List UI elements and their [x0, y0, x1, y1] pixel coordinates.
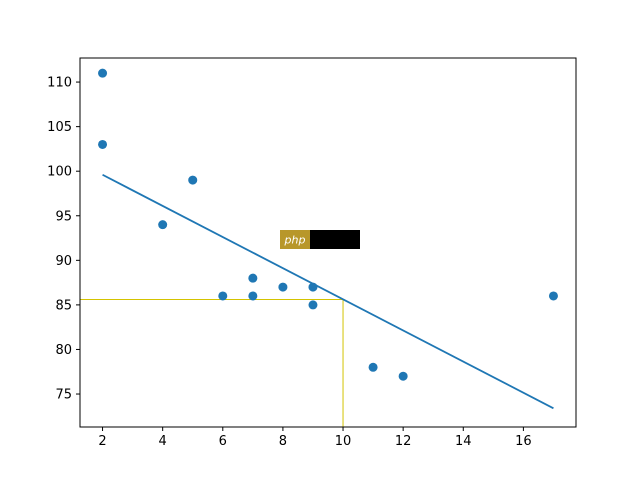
- regression-line-segment: [102, 173, 554, 410]
- axes: 2 4 6 8 10 12 14 16 75 80 85 90 95 100 105 110: [47, 57, 577, 449]
- data-point: [98, 68, 108, 78]
- regression-line: [102, 173, 554, 410]
- x-tick-label: 6: [219, 434, 227, 449]
- plot-frame: [79, 57, 577, 428]
- data-point: [248, 273, 258, 283]
- x-tick-label: 4: [159, 434, 167, 449]
- x-tick-label: 12: [395, 434, 412, 449]
- y-tick-label: 80: [55, 343, 72, 358]
- y-tick-label: 100: [47, 165, 72, 180]
- watermark-text: php: [284, 234, 306, 247]
- data-point: [308, 300, 318, 310]
- watermark-badge: [280, 230, 310, 249]
- x-tick-label: 8: [279, 434, 287, 449]
- x-tick-label: 10: [335, 434, 352, 449]
- data-points: [98, 68, 558, 381]
- data-point: [98, 139, 108, 149]
- data-point: [248, 291, 258, 301]
- data-point: [368, 362, 378, 372]
- data-point: [398, 371, 408, 381]
- y-tick-label: 90: [55, 254, 72, 269]
- data-point: [548, 291, 558, 301]
- y-tick-label: 110: [47, 76, 72, 91]
- y-tick-label: 105: [47, 120, 72, 135]
- x-tick-label: 2: [98, 434, 106, 449]
- x-tick-label: 14: [455, 434, 472, 449]
- y-tick-label: 75: [55, 388, 72, 403]
- y-tick-label: 95: [55, 209, 72, 224]
- x-tick-label: 16: [515, 434, 532, 449]
- php-watermark: php: [280, 230, 360, 249]
- data-point: [278, 282, 288, 292]
- y-tick-label: 85: [55, 298, 72, 313]
- data-point: [218, 291, 228, 301]
- guide-lines: [80, 299, 344, 427]
- data-point: [188, 175, 198, 185]
- data-point: [158, 220, 168, 230]
- data-point: [308, 282, 318, 292]
